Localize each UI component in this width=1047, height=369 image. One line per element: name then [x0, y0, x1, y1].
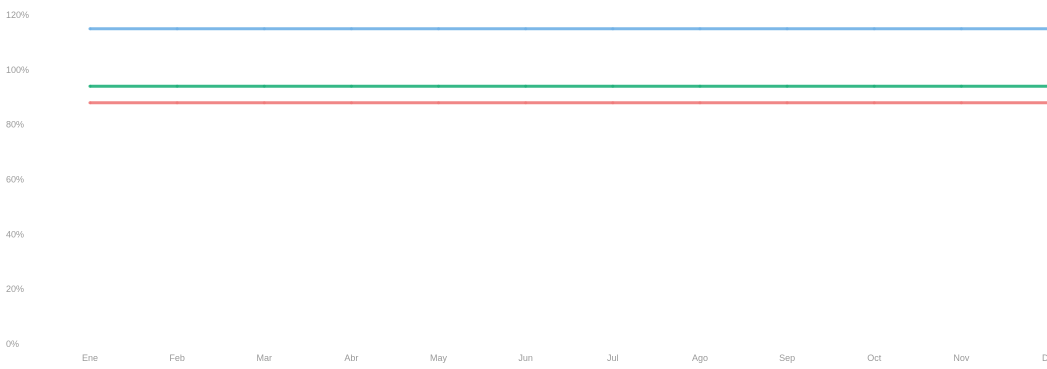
- series-2-point: [960, 85, 963, 88]
- x-tick-label: Mar: [257, 353, 273, 363]
- x-tick-label: Oct: [867, 353, 882, 363]
- series-1-point: [524, 27, 527, 30]
- series-1-point: [873, 27, 876, 30]
- series-1-point: [698, 27, 701, 30]
- series-2-point: [873, 85, 876, 88]
- plot-area: [89, 27, 1047, 104]
- y-tick-label: 120%: [6, 10, 29, 20]
- series-3-point: [873, 101, 876, 104]
- y-tick-label: 60%: [6, 175, 24, 185]
- series-3-point: [611, 101, 614, 104]
- y-tick-label: 20%: [6, 284, 24, 294]
- series-3-point: [437, 101, 440, 104]
- series-1-point: [611, 27, 614, 30]
- series-3-point: [786, 101, 789, 104]
- x-axis: Ene Feb Mar Abr May Jun Jul Ago Sep Oct Nov Dic: [82, 353, 1047, 363]
- series-2-point: [89, 85, 92, 88]
- series-2-point: [176, 85, 179, 88]
- series-1-point: [786, 27, 789, 30]
- series-3-point: [524, 101, 527, 104]
- series-2-point: [786, 85, 789, 88]
- x-tick-label: Ene: [82, 353, 98, 363]
- series-3-point: [698, 101, 701, 104]
- series-3-point: [176, 101, 179, 104]
- x-tick-label: Nov: [953, 353, 970, 363]
- y-tick-label: 40%: [6, 229, 24, 239]
- series-3-point: [263, 101, 266, 104]
- x-tick-label: Dic: [1042, 353, 1047, 363]
- series-2-point: [350, 85, 353, 88]
- series-2-point: [263, 85, 266, 88]
- series-3-point: [350, 101, 353, 104]
- series-1-point: [437, 27, 440, 30]
- series-1-point: [960, 27, 963, 30]
- y-axis: 0% 20% 40% 60% 80% 100% 120%: [6, 10, 29, 349]
- x-tick-label: Abr: [344, 353, 358, 363]
- series-1-point: [350, 27, 353, 30]
- x-tick-label: Jun: [518, 353, 533, 363]
- series-1-point: [89, 27, 92, 30]
- series-1-point: [263, 27, 266, 30]
- series-2-point: [611, 85, 614, 88]
- series-2-point: [524, 85, 527, 88]
- x-tick-label: May: [430, 353, 448, 363]
- y-tick-label: 80%: [6, 120, 24, 130]
- y-tick-label: 0%: [6, 339, 19, 349]
- series-1-point: [176, 27, 179, 30]
- x-tick-label: Sep: [779, 353, 795, 363]
- x-tick-label: Ago: [692, 353, 708, 363]
- y-tick-label: 100%: [6, 65, 29, 75]
- series-3-point: [89, 101, 92, 104]
- x-tick-label: Jul: [607, 353, 619, 363]
- series-3-point: [960, 101, 963, 104]
- series-2-point: [698, 85, 701, 88]
- x-tick-label: Feb: [169, 353, 185, 363]
- series-2-point: [437, 85, 440, 88]
